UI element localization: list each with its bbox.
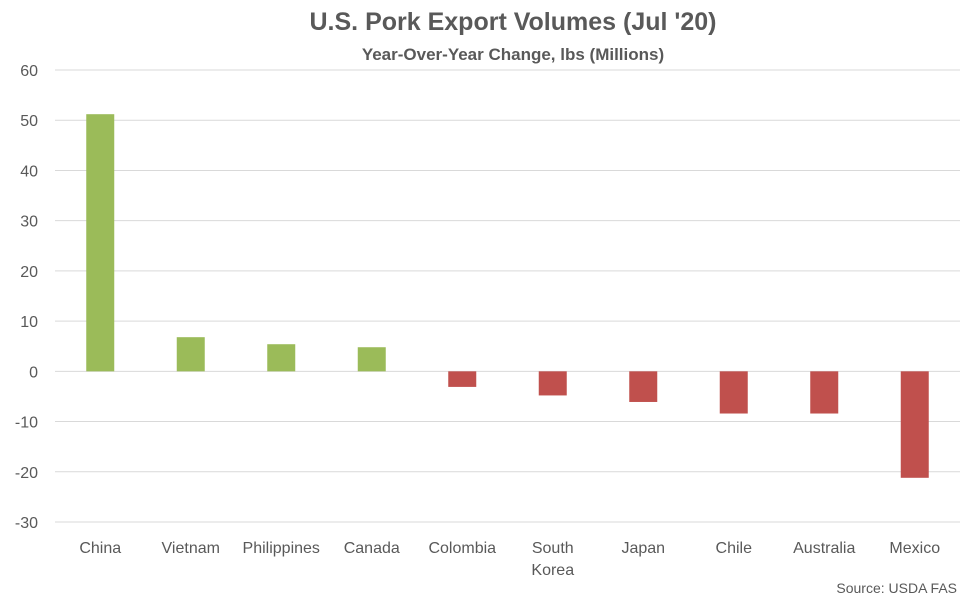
y-tick-label: 20 [20,264,38,281]
x-axis: China Vietnam Philippines Canada Colombia Sou… [79,540,940,579]
y-tick-label: 40 [20,163,38,180]
x-tick-label: Canada [344,540,400,557]
x-tick-label: Korea [531,562,574,579]
bar [267,344,296,372]
bar [86,114,115,372]
bar [629,371,658,402]
y-tick-label: 0 [29,364,38,381]
bar [176,337,205,372]
y-tick-label: -30 [15,515,38,532]
bar [357,347,386,372]
bar [448,371,477,387]
chart-title: U.S. Pork Export Volumes (Jul '20) [310,8,717,36]
x-tick-label: Mexico [889,540,940,557]
bars [86,114,929,478]
y-tick-label: -10 [15,415,38,432]
source-note: Source: USDA FAS [836,580,957,596]
x-tick-label: South [532,540,574,557]
x-tick-label: Australia [793,540,855,557]
bar [538,371,567,396]
y-tick-label: -20 [15,465,38,482]
x-tick-label: Vietnam [162,540,220,557]
x-tick-label: Philippines [243,540,320,557]
y-tick-label: 60 [20,63,38,80]
bar [719,371,748,414]
x-tick-label: China [79,540,121,557]
gridlines [55,69,960,523]
bar [810,371,839,414]
y-tick-label: 30 [20,214,38,231]
y-tick-label: 50 [20,113,38,130]
x-tick-label: Colombia [428,540,496,557]
x-tick-label: Japan [621,540,665,557]
y-tick-label: 10 [20,314,38,331]
chart-subtitle: Year-Over-Year Change, lbs (Millions) [362,45,664,64]
bar [900,371,929,478]
x-tick-label: Chile [716,540,753,557]
y-axis: -30 -20 -10 0 10 20 30 40 50 60 [15,63,38,532]
